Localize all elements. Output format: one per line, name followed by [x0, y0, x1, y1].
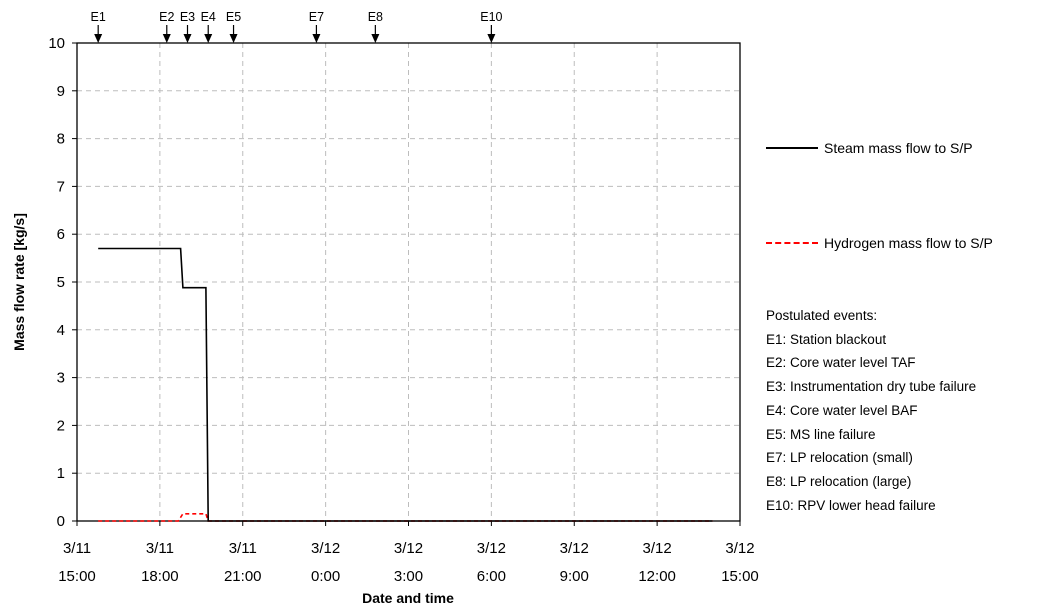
y-tick-label: 4 — [57, 322, 65, 339]
x-tick-label-date: 3/11 — [229, 540, 257, 557]
legend-entry-steam: Steam mass flow to S/P — [766, 140, 973, 156]
event-markers: E1 E2 E3 E4 E5 E7 E8 E10 — [91, 10, 503, 43]
grid — [77, 43, 740, 521]
event-marker: E3 — [180, 10, 195, 43]
event-item: E10: RPV lower head failure — [766, 497, 936, 513]
x-axis: 3/11 15:00 3/11 18:00 3/11 21:00 3/12 0:00 3/12 3… — [58, 521, 759, 585]
event-marker: E1 — [91, 10, 106, 43]
x-axis-label: Date and time — [362, 590, 454, 606]
event-marker: E2 — [159, 10, 174, 43]
legend-swatch-hydrogen — [766, 242, 818, 244]
event-marker: E8 — [368, 10, 383, 43]
event-marker-label: E2 — [159, 10, 174, 24]
x-tick-label-date: 3/12 — [643, 540, 672, 557]
x-tick-label-date: 3/12 — [725, 540, 754, 557]
legend-label-hydrogen: Hydrogen mass flow to S/P — [824, 235, 993, 251]
y-tick-label: 8 — [57, 131, 65, 148]
legend-swatch-steam — [766, 147, 818, 149]
event-marker-arrowhead — [487, 34, 496, 43]
event-marker-arrowhead — [162, 34, 171, 43]
event-marker-label: E10 — [480, 10, 502, 24]
event-marker-label: E5 — [226, 10, 241, 24]
event-item: E1: Station blackout — [766, 331, 887, 347]
x-tick-label-time: 0:00 — [311, 568, 340, 585]
event-marker-label: E1 — [91, 10, 106, 24]
event-item: E4: Core water level BAF — [766, 402, 918, 418]
y-tick-label: 7 — [57, 178, 65, 195]
x-tick-label-time: 15:00 — [58, 568, 96, 585]
x-tick-label-time: 18:00 — [141, 568, 179, 585]
y-tick-label: 9 — [57, 83, 65, 100]
x-tick-label-date: 3/12 — [311, 540, 340, 557]
event-marker-label: E8 — [368, 10, 383, 24]
legend-label-steam: Steam mass flow to S/P — [824, 140, 973, 156]
x-tick-label-time: 12:00 — [638, 568, 676, 585]
y-tick-label: 1 — [57, 465, 65, 482]
event-item: E7: LP relocation (small) — [766, 450, 913, 466]
event-marker-label: E7 — [309, 10, 324, 24]
event-marker-arrowhead — [204, 34, 213, 43]
event-item: E3: Instrumentation dry tube failure — [766, 379, 977, 395]
events-heading: Postulated events: — [766, 308, 878, 323]
x-tick-label-date: 3/12 — [477, 540, 506, 557]
x-tick-label-time: 9:00 — [560, 568, 589, 585]
series-line-steam — [98, 247, 713, 522]
event-marker: E7 — [309, 10, 324, 43]
events-list: Postulated events: E1: Station blackout … — [766, 304, 976, 517]
y-tick-label: 0 — [57, 513, 65, 530]
series-line-hydrogen — [98, 512, 713, 522]
legend-entry-hydrogen: Hydrogen mass flow to S/P — [766, 235, 993, 251]
y-tick-label: 10 — [48, 35, 65, 52]
x-tick-label-date: 3/12 — [560, 540, 589, 557]
event-item: E2: Core water level TAF — [766, 355, 916, 371]
event-item: E8: LP relocation (large) — [766, 473, 912, 489]
event-marker: E5 — [226, 10, 241, 43]
event-marker-arrowhead — [183, 34, 192, 43]
x-tick-label-time: 15:00 — [721, 568, 759, 585]
series-group — [98, 247, 713, 522]
event-marker-arrowhead — [371, 34, 380, 43]
event-marker: E4 — [201, 10, 216, 43]
x-tick-label-time: 6:00 — [477, 568, 506, 585]
x-tick-label-date: 3/11 — [146, 540, 174, 557]
event-marker: E10 — [480, 10, 503, 43]
event-marker-arrowhead — [229, 34, 238, 43]
x-tick-label-time: 21:00 — [224, 568, 262, 585]
y-tick-label: 5 — [57, 274, 65, 291]
event-marker-arrowhead — [94, 34, 103, 43]
event-item: E5: MS line failure — [766, 426, 876, 442]
y-tick-label: 3 — [57, 370, 65, 387]
y-tick-label: 2 — [57, 417, 65, 434]
x-tick-label-time: 3:00 — [394, 568, 423, 585]
y-axis-label: Mass flow rate [kg/s] — [11, 213, 27, 351]
y-tick-label: 6 — [57, 226, 65, 243]
event-marker-label: E4 — [201, 10, 216, 24]
x-tick-label-date: 3/11 — [63, 540, 91, 557]
x-tick-label-date: 3/12 — [394, 540, 423, 557]
event-marker-arrowhead — [312, 34, 321, 43]
y-axis: 0 1 2 3 4 5 6 7 8 9 10 — [48, 35, 77, 530]
event-marker-label: E3 — [180, 10, 195, 24]
